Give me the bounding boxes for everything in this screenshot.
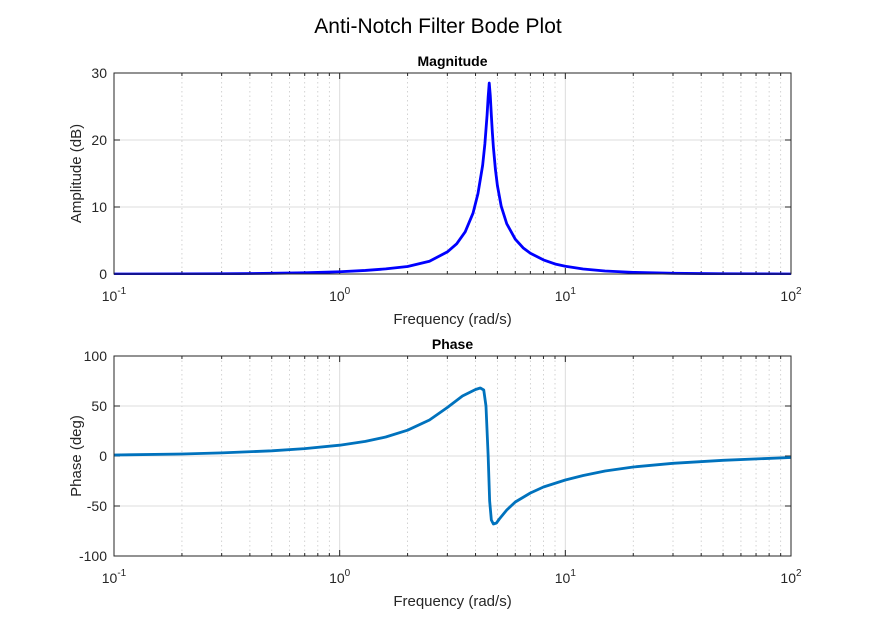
magnitude-y-tick-label: 20 <box>91 132 107 148</box>
phase-y-tick-label: 0 <box>99 448 107 464</box>
phase-x-tick-label: 10-1 <box>102 568 127 586</box>
magnitude-y-tick-label: 0 <box>99 266 107 282</box>
phase-series-line <box>114 386 791 526</box>
magnitude-y-tick-label: 10 <box>91 199 107 215</box>
magnitude-y-tick-label: 30 <box>91 65 107 81</box>
phase-y-tick-label: -50 <box>87 498 107 514</box>
magnitude-x-tick-label: 102 <box>780 286 802 304</box>
phase-axes-box <box>113 355 792 557</box>
phase-y-tick-label: 50 <box>91 398 107 414</box>
phase-y-axis-label: Phase (deg) <box>68 415 85 497</box>
magnitude-plot-area <box>114 73 791 274</box>
phase-y-tick-label: 100 <box>84 348 108 364</box>
phase-x-tick-label: 101 <box>555 568 577 586</box>
magnitude-series-line <box>114 81 791 275</box>
phase-title: Phase <box>432 336 473 352</box>
phase-x-tick-label: 100 <box>329 568 351 586</box>
phase-x-tick-label: 102 <box>780 568 802 586</box>
phase-panel: 10-1 100 101 102 -100 -50 0 50 100 Phase Frequency… <box>68 336 802 610</box>
figure-title: Anti-Notch Filter Bode Plot <box>314 15 562 38</box>
magnitude-x-tick-label: 10-1 <box>102 286 127 304</box>
magnitude-x-axis-label: Frequency (rad/s) <box>393 311 511 328</box>
phase-y-tick-label: -100 <box>79 548 107 564</box>
magnitude-axes-box <box>113 72 792 275</box>
magnitude-x-tick-label: 101 <box>555 286 577 304</box>
magnitude-y-axis-label: Amplitude (dB) <box>68 124 85 223</box>
magnitude-x-tick-label: 100 <box>329 286 351 304</box>
phase-x-axis-label: Frequency (rad/s) <box>393 593 511 610</box>
magnitude-title: Magnitude <box>418 53 488 69</box>
